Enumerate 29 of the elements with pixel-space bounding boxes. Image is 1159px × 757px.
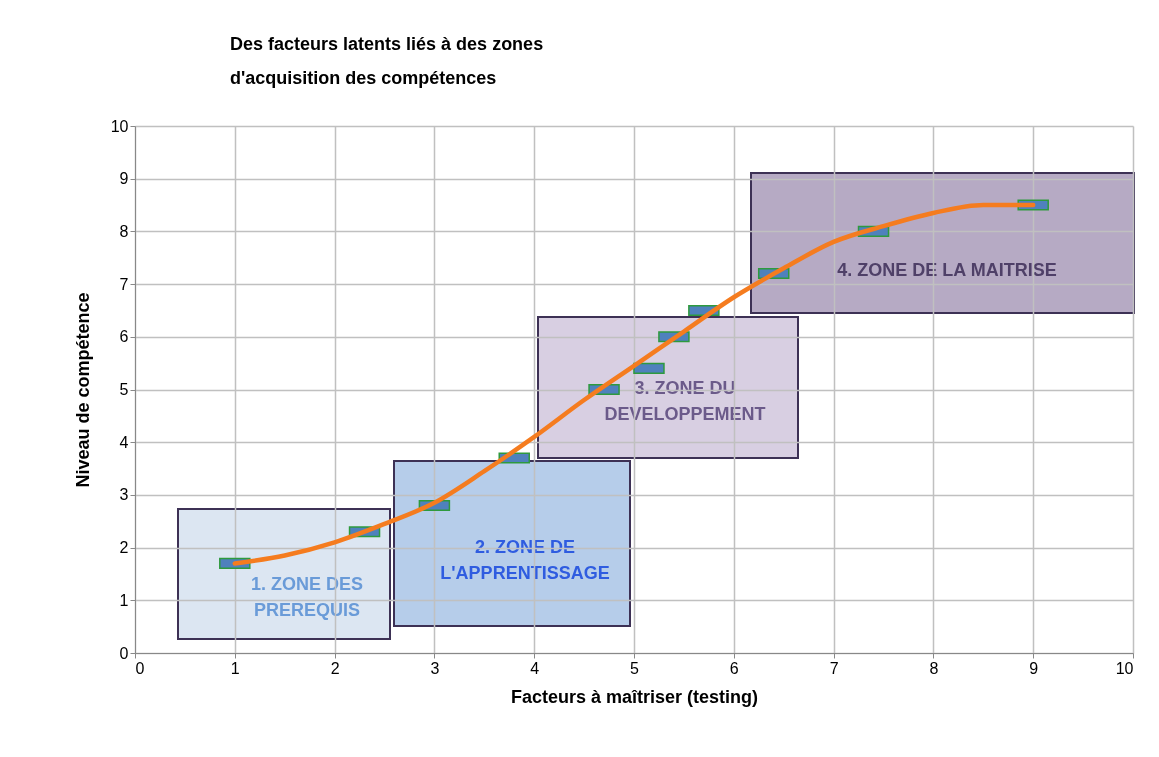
y-tick-label: 0 [119,644,129,662]
y-tick-label: 9 [119,170,129,188]
x-tick-label: 1 [230,659,240,677]
y-tick-label: 4 [119,433,129,451]
y-tick-label: 1 [119,591,129,609]
x-tick-label: 3 [430,659,440,677]
y-tick-label: 3 [119,486,129,504]
x-tick-label: 5 [630,659,640,677]
y-tick-label: 5 [119,381,129,398]
x-axis-title: Facteurs à maîtriser (testing) [510,686,759,707]
y-tick-label: 10 [110,117,129,135]
chart-title: Des facteurs latents liés à des zones d'acquisition des compétences [230,34,544,88]
annotation: 1. ZONE DES PREREQUIS [250,573,364,622]
x-tick-label: 8 [929,659,939,677]
y-tick-label: 2 [119,539,129,557]
zone-box: 1. ZONE DES PREREQUIS [177,508,391,640]
x-tick-label: 9 [1029,659,1039,677]
y-tick-label: 7 [119,275,129,293]
x-tick-label: 6 [729,659,739,677]
y-axis-title: Niveau de compétence [72,292,93,488]
x-tick-label: 4 [530,659,540,677]
annotation: 4. ZONE DE LA MAITRISE [837,259,1057,282]
x-tick-label: 2 [330,659,340,677]
zone-box: 4. ZONE DE LA MAITRISE [750,172,1135,314]
x-tick-label: 10 [1115,659,1134,677]
y-tick-label: 8 [119,222,129,240]
y-tick-label: 6 [119,328,129,346]
x-tick-label: 0 [135,659,145,677]
x-tick-label: 7 [829,659,839,677]
